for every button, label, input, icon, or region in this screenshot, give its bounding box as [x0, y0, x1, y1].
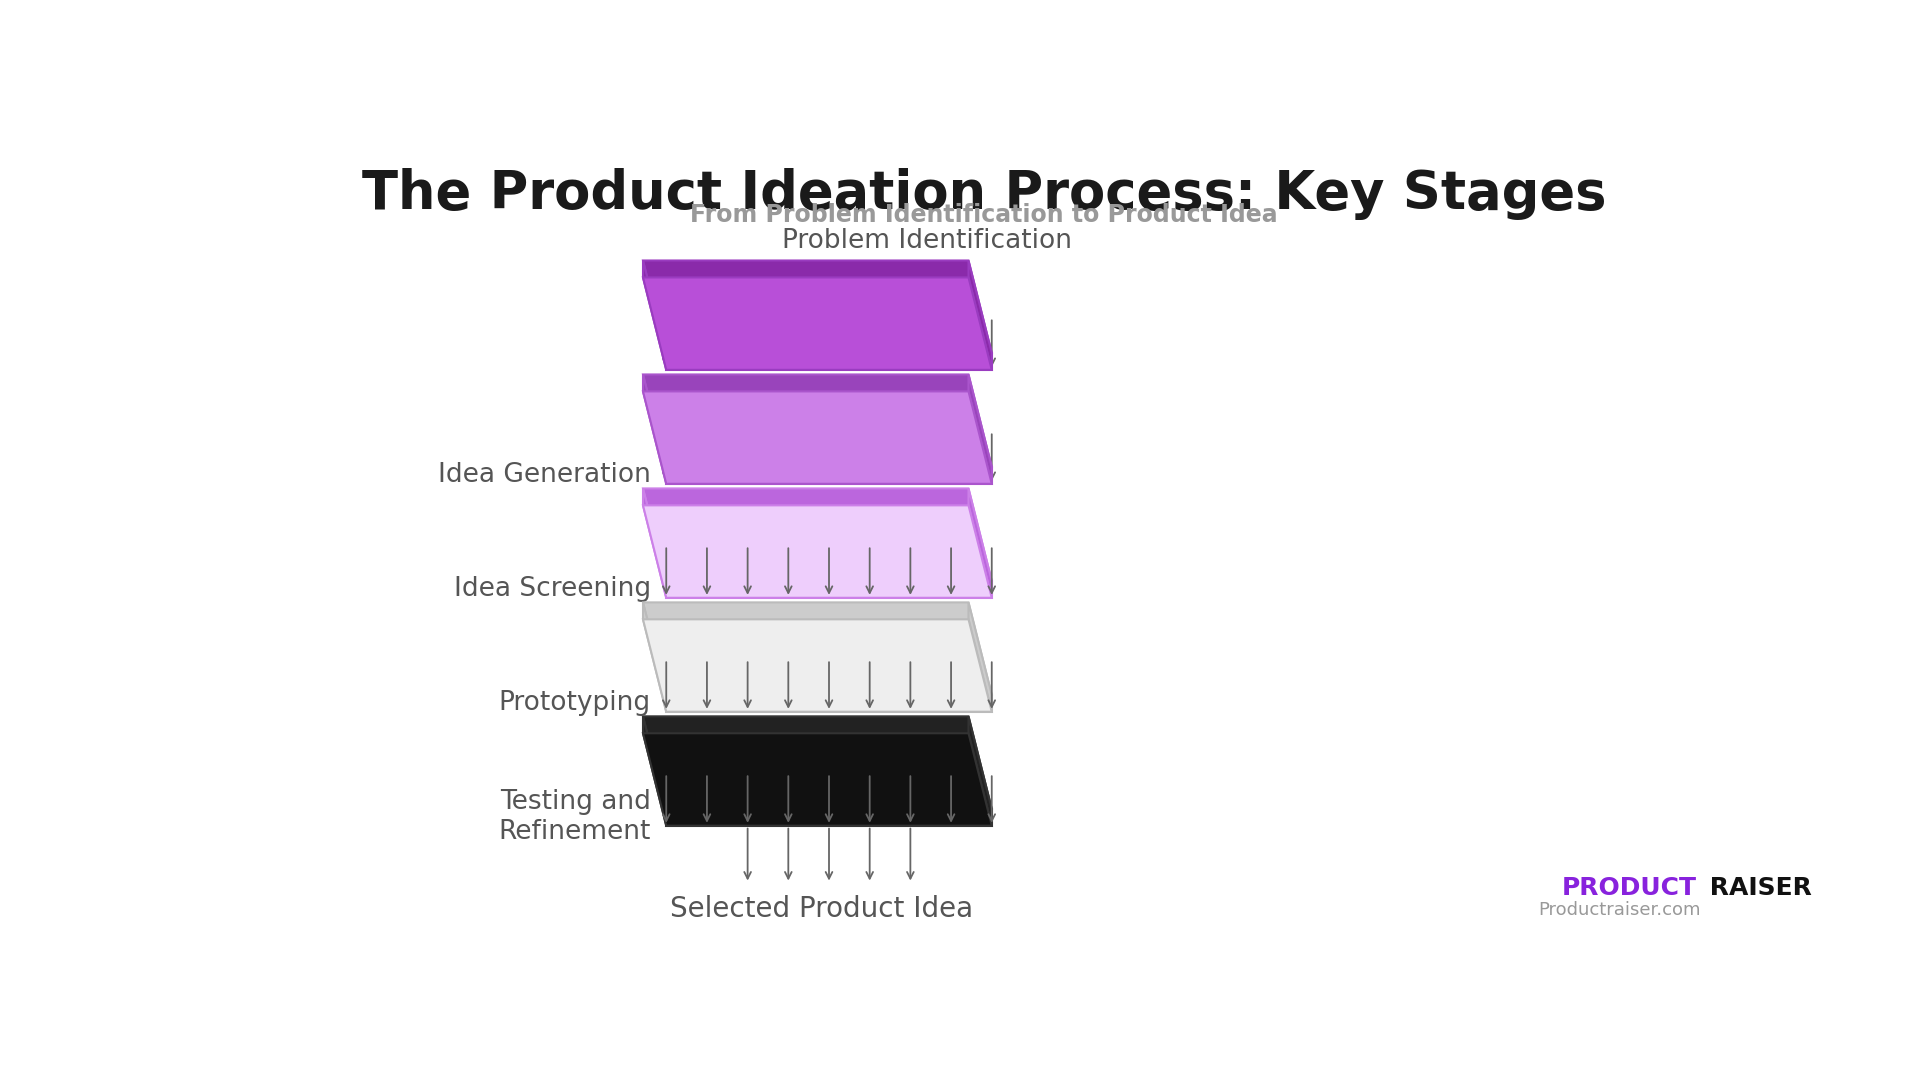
Text: The Product Ideation Process: Key Stages: The Product Ideation Process: Key Stages — [361, 168, 1607, 220]
Polygon shape — [643, 375, 993, 467]
Polygon shape — [643, 603, 666, 712]
Text: Prototyping: Prototyping — [499, 690, 651, 716]
Polygon shape — [643, 716, 666, 826]
Polygon shape — [643, 391, 993, 484]
Text: Productraiser.com: Productraiser.com — [1538, 901, 1701, 919]
Polygon shape — [643, 619, 993, 712]
Polygon shape — [666, 694, 993, 712]
Polygon shape — [643, 260, 993, 353]
Text: Selected Product Idea: Selected Product Idea — [670, 895, 973, 923]
Text: Idea Generation: Idea Generation — [438, 462, 651, 488]
Text: Idea Screening: Idea Screening — [453, 577, 651, 603]
Polygon shape — [643, 375, 666, 484]
Polygon shape — [643, 733, 993, 826]
Polygon shape — [643, 488, 666, 597]
Polygon shape — [643, 278, 993, 369]
Text: From Problem Identification to Product Idea: From Problem Identification to Product I… — [689, 203, 1279, 227]
Text: Testing and
Refinement: Testing and Refinement — [499, 789, 651, 846]
Polygon shape — [968, 716, 993, 826]
Text: PRODUCT: PRODUCT — [1563, 876, 1697, 900]
Polygon shape — [666, 809, 993, 826]
Polygon shape — [643, 488, 993, 581]
Polygon shape — [643, 260, 666, 369]
Polygon shape — [968, 603, 993, 712]
Polygon shape — [968, 375, 993, 484]
Polygon shape — [643, 505, 993, 597]
Polygon shape — [968, 260, 993, 369]
Polygon shape — [666, 353, 993, 369]
Polygon shape — [666, 467, 993, 484]
Text: Problem Identification: Problem Identification — [781, 228, 1071, 255]
Polygon shape — [968, 488, 993, 597]
Polygon shape — [643, 603, 993, 694]
Polygon shape — [666, 581, 993, 597]
Text: RAISER: RAISER — [1701, 876, 1812, 900]
Polygon shape — [643, 716, 993, 809]
